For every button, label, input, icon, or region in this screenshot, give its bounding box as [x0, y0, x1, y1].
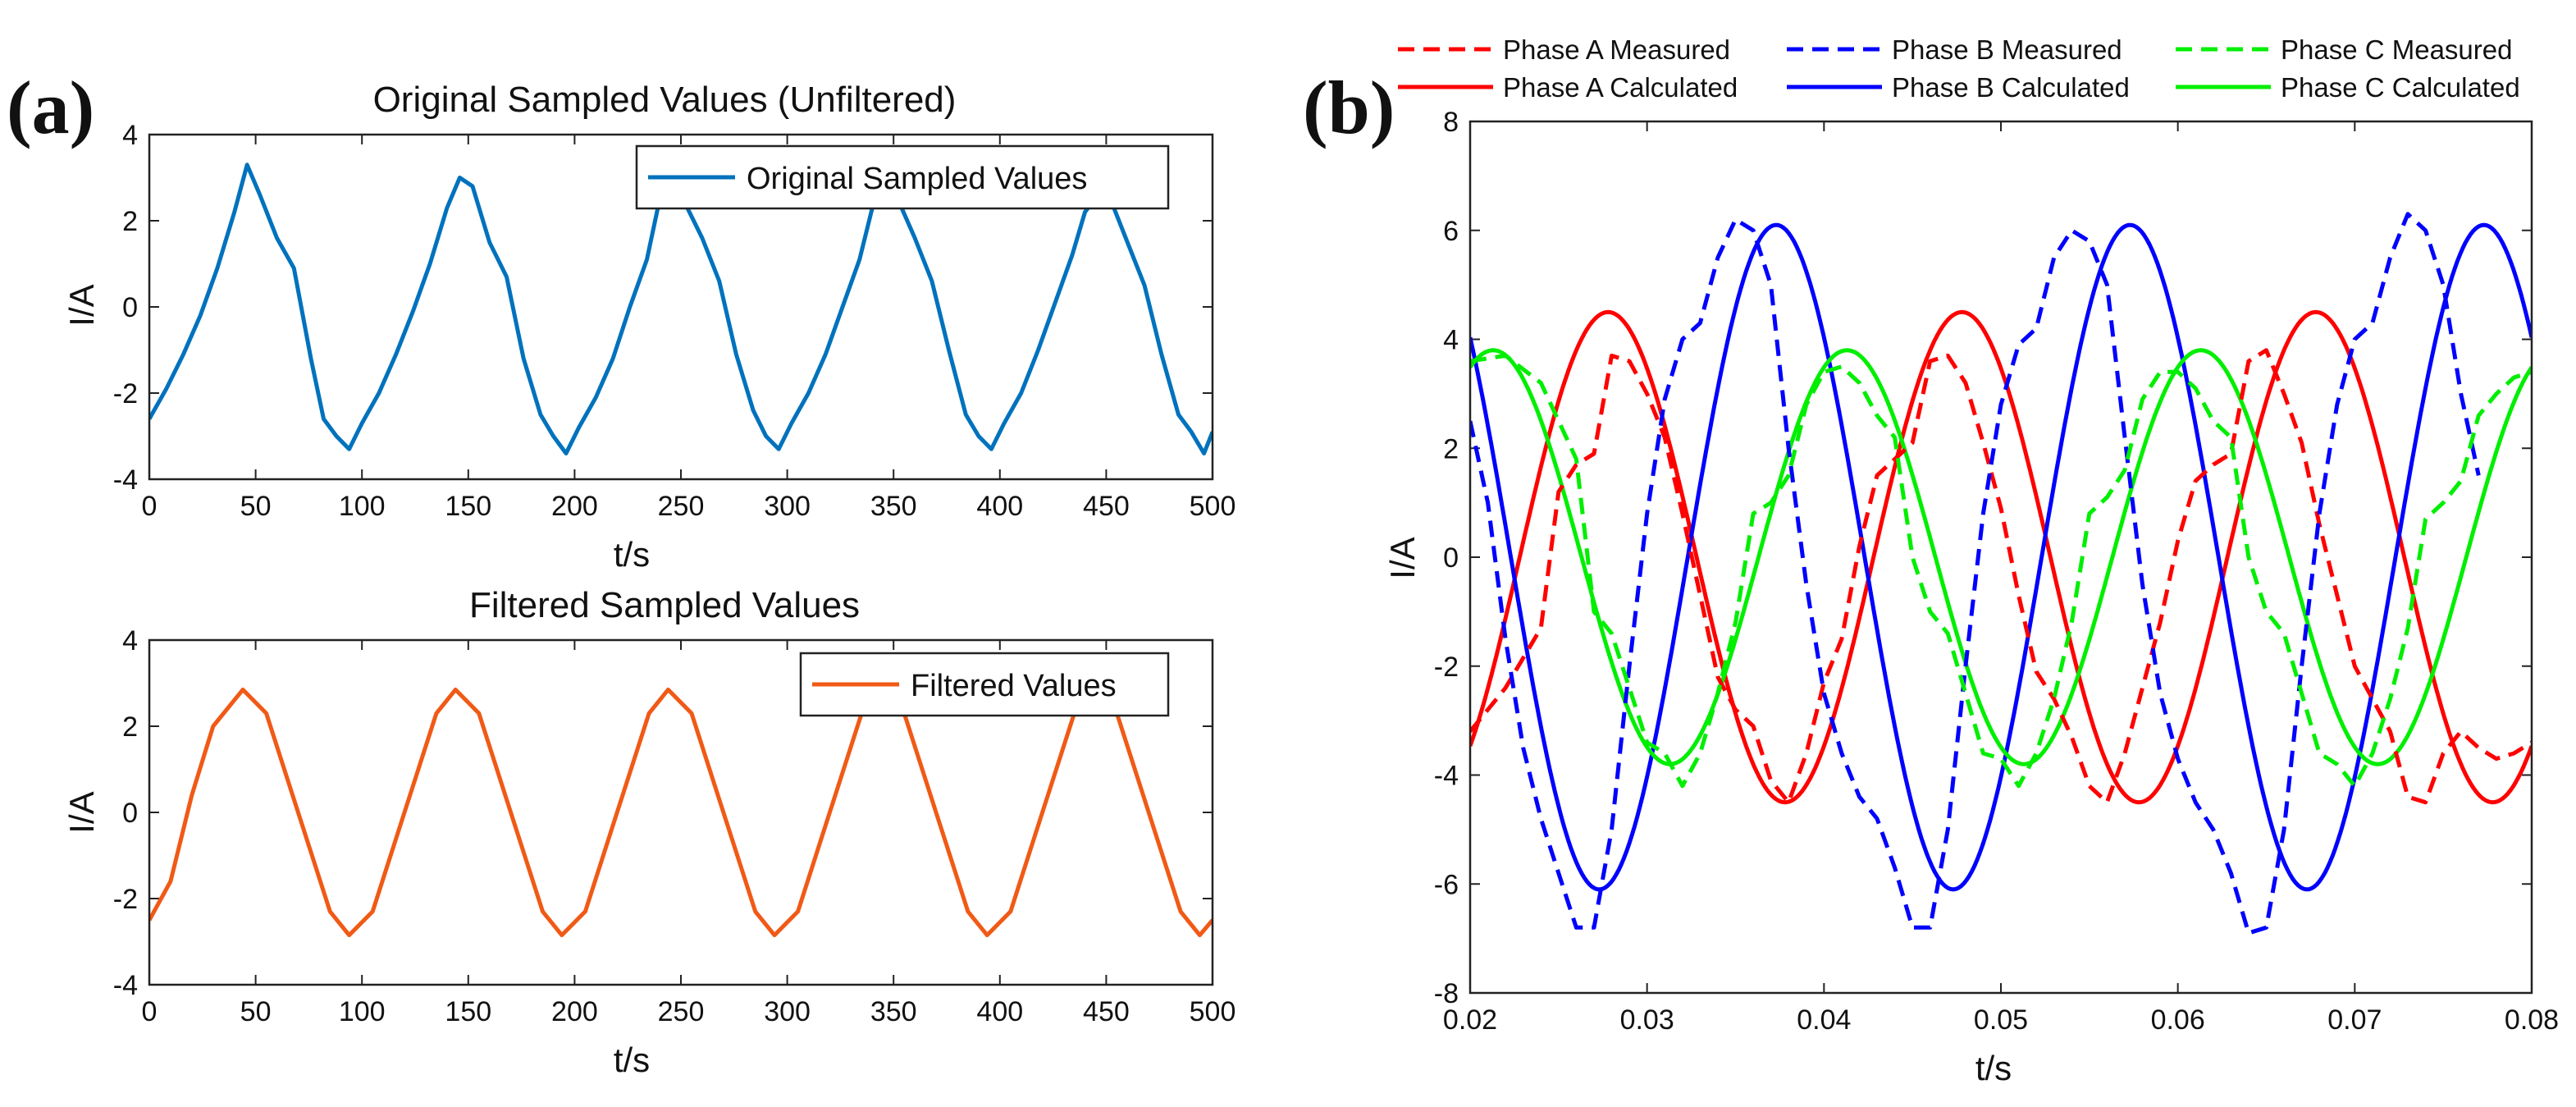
x-tick-label: 350 — [870, 996, 917, 1027]
legend-label-phase-a-calculated: Phase A Calculated — [1503, 72, 1738, 103]
y-ticks: -4 -2 0 2 4 — [113, 625, 1213, 1001]
y-tick-label: -4 — [1434, 761, 1459, 792]
x-tick-label: 50 — [240, 996, 272, 1027]
y-tick-label: 0 — [122, 798, 138, 829]
y-tick-label: 4 — [1443, 325, 1459, 356]
panel-label-a: (a) — [7, 66, 94, 149]
legend-label-phase-a-measured: Phase A Measured — [1503, 34, 1730, 65]
x-tick-label: 100 — [339, 996, 386, 1027]
x-tick-label: 400 — [976, 491, 1023, 522]
series-line-filtered-values — [149, 687, 1213, 938]
x-ticks: 0.02 0.03 0.04 0.05 0.06 0.07 0.08 — [1443, 121, 2559, 1036]
y-tick-label: -6 — [1434, 869, 1459, 900]
y-ticks: -8 -6 -4 -2 0 2 4 6 8 — [1434, 107, 2532, 1009]
x-tick-label: 0.06 — [2151, 1004, 2205, 1036]
x-tick-label: 0 — [142, 491, 158, 522]
legend-label-phase-c-measured: Phase C Measured — [2281, 34, 2512, 65]
y-tick-label: 2 — [1443, 433, 1459, 464]
legend-label-phase-b-measured: Phase B Measured — [1892, 34, 2122, 65]
x-tick-label: 450 — [1083, 491, 1130, 522]
y-axis-label: I/A — [1383, 537, 1422, 579]
y-tick-label: -2 — [113, 378, 138, 409]
x-tick-label: 0.04 — [1797, 1004, 1851, 1036]
x-axis-label: t/s — [614, 535, 650, 574]
series-line-phase-b-measured — [1470, 212, 2481, 935]
plot-area — [149, 687, 1213, 938]
axes-frame — [1468, 120, 2533, 995]
y-axis-label: I/A — [62, 791, 101, 833]
legend: Original Sampled Values — [635, 144, 1170, 210]
chart-three-phase: t/s I/A 0.02 0.03 0.04 0.05 0.06 0.07 0.08 -8-… — [1383, 34, 2559, 1087]
y-tick-label: 2 — [122, 206, 138, 237]
x-tick-label: 400 — [976, 996, 1023, 1027]
x-tick-label: 0.07 — [2327, 1004, 2382, 1036]
y-tick-label: 4 — [122, 625, 138, 656]
plot-area — [1470, 212, 2532, 935]
x-tick-label: 500 — [1190, 491, 1236, 522]
x-ticks: 0 50 100 150 200 250 300 350 400 450 500 — [142, 640, 1236, 1027]
series-line-phase-a-calculated — [1470, 309, 2532, 805]
x-axis-label: t/s — [614, 1041, 650, 1079]
y-tick-label: 0 — [122, 292, 138, 323]
x-tick-label: 200 — [551, 491, 598, 522]
x-tick-label: 0.03 — [1620, 1004, 1674, 1036]
legend: Phase A Measured Phase B Measured Phase … — [1398, 34, 2520, 103]
chart-original-sampled: Original Sampled Values (Unfiltered) t/s… — [62, 80, 1235, 574]
y-ticks: -4 -2 0 2 4 — [113, 120, 1213, 496]
legend: Filtered Values — [799, 652, 1170, 717]
x-tick-label: 150 — [445, 491, 491, 522]
x-tick-label: 50 — [240, 491, 272, 522]
x-tick-label: 0.08 — [2505, 1004, 2559, 1036]
chart-filtered-sampled: Filtered Sampled Values t/s I/A 0 50 100 15… — [62, 585, 1235, 1079]
series-line-phase-c-calculated — [1470, 348, 2532, 766]
axes-frame — [148, 133, 1214, 481]
x-tick-label: 150 — [445, 996, 491, 1027]
x-tick-label: 0 — [142, 996, 158, 1027]
x-tick-label: 450 — [1083, 996, 1130, 1027]
chart-title: Original Sampled Values (Unfiltered) — [373, 80, 957, 120]
y-tick-label: -2 — [113, 884, 138, 915]
y-axis-label: I/A — [62, 284, 101, 326]
x-axis-label: t/s — [1975, 1049, 2012, 1087]
y-tick-label: -4 — [113, 464, 138, 496]
x-tick-label: 350 — [870, 491, 917, 522]
panel-label-b: (b) — [1303, 66, 1395, 149]
legend-label-phase-c-calculated: Phase C Calculated — [2281, 72, 2520, 103]
series-line-phase-b-calculated — [1470, 222, 2532, 892]
x-tick-label: 250 — [658, 996, 705, 1027]
x-tick-label: 100 — [339, 491, 386, 522]
series-line-phase-c-measured — [1470, 353, 2532, 789]
y-tick-label: 0 — [1443, 542, 1459, 574]
chart-title: Filtered Sampled Values — [469, 585, 860, 625]
x-tick-label: 250 — [658, 491, 705, 522]
y-tick-label: 2 — [122, 711, 138, 743]
y-tick-label: 8 — [1443, 107, 1459, 138]
legend-label-original: Original Sampled Values — [747, 162, 1087, 196]
y-tick-label: -2 — [1434, 652, 1459, 683]
legend-label-filtered: Filtered Values — [911, 669, 1117, 703]
x-tick-label: 0.02 — [1443, 1004, 1497, 1036]
axes-frame — [148, 638, 1214, 986]
y-tick-label: -4 — [113, 970, 138, 1001]
legend-label-phase-b-calculated: Phase B Calculated — [1892, 72, 2130, 103]
y-tick-label: -8 — [1434, 978, 1459, 1009]
y-tick-label: 4 — [122, 120, 138, 151]
series-line-phase-a-measured — [1470, 348, 2532, 805]
x-tick-label: 300 — [764, 491, 811, 522]
y-tick-label: 6 — [1443, 216, 1459, 247]
x-tick-label: 0.05 — [1974, 1004, 2028, 1036]
x-tick-label: 300 — [764, 996, 811, 1027]
x-ticks: 0 50 100 150 200 250 300 350 400 450 500 — [142, 135, 1236, 522]
x-tick-label: 200 — [551, 996, 598, 1027]
x-tick-label: 500 — [1190, 996, 1236, 1027]
